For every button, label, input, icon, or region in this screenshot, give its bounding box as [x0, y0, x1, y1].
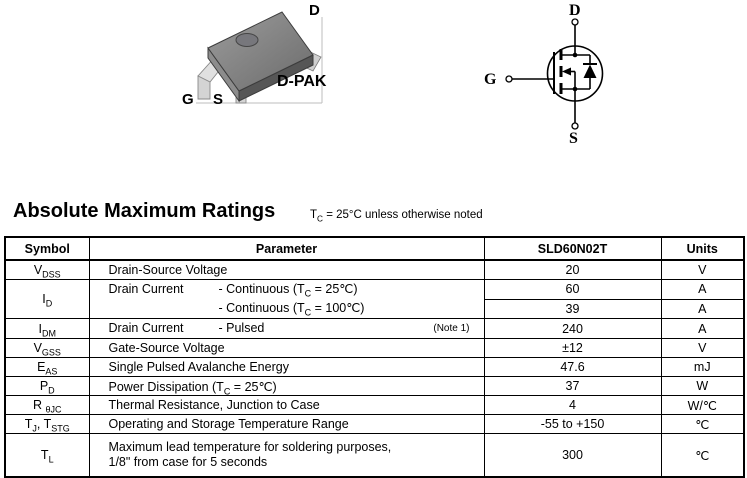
- junction-dot-source: [572, 86, 578, 92]
- mosfet-symbol: D G S: [484, 2, 604, 147]
- table-header-row: Symbol Parameter SLD60N02T Units: [4, 236, 745, 261]
- package-source-label: S: [213, 91, 223, 108]
- cell-unit: V: [660, 259, 745, 280]
- drain-terminal: [571, 18, 579, 26]
- parameter-condition: - Pulsed: [218, 321, 265, 335]
- source-terminal: [571, 122, 579, 130]
- dpak-package-drawing: D G S D-PAK: [182, 2, 327, 108]
- cell-parameter: Drain Current - Pulsed (Note 1): [88, 318, 485, 339]
- header-symbol: Symbol: [4, 236, 90, 261]
- cell-parameter: Thermal Resistance, Junction to Case: [88, 395, 485, 415]
- row-idm: IDM Drain Current - Pulsed (Note 1) 240 …: [4, 318, 745, 339]
- cell-parameter: Operating and Storage Temperature Range: [88, 414, 485, 434]
- cell-value: 37: [483, 376, 662, 396]
- parameter-label: Drain Current: [108, 282, 184, 296]
- cell-value: 4: [483, 395, 662, 415]
- row-vgss: VGSS Gate-Source Voltage ±12 V: [4, 338, 745, 358]
- cell-parameter: Gate-Source Voltage: [88, 338, 485, 358]
- parameter-condition: - Continuous (TC = 25℃): [218, 282, 358, 299]
- cell-symbol: EAS: [4, 357, 90, 377]
- package-drain-label: D: [309, 2, 320, 19]
- cell-unit: mJ: [660, 357, 745, 377]
- cell-symbol: VGSS: [4, 338, 90, 358]
- cell-value: 300: [483, 433, 662, 478]
- cell-symbol: TL: [4, 433, 90, 478]
- header-parameter: Parameter: [88, 236, 485, 261]
- package-top-face: [207, 11, 314, 92]
- cell-unit: ℃: [660, 433, 745, 478]
- cell-parameter: Maximum lead temperature for soldering p…: [88, 433, 485, 478]
- cell-value: 47.6: [483, 357, 662, 377]
- cell-symbol: VDSS: [4, 259, 90, 280]
- symbol-gate-label: G: [484, 71, 497, 88]
- symbol-source-label: S: [569, 130, 578, 147]
- row-id-continuous-100c: 39 A: [5, 298, 745, 319]
- row-rthjc: R θJC Thermal Resistance, Junction to Ca…: [4, 395, 745, 415]
- gate-terminal: [505, 75, 513, 83]
- cell-value: 39: [483, 298, 662, 319]
- cell-parameter: Single Pulsed Avalanche Energy: [88, 357, 485, 377]
- cell-unit: A: [660, 298, 745, 319]
- row-vdss: VDSS Drain-Source Voltage 20 V: [4, 259, 745, 280]
- junction-dot-drain: [572, 52, 578, 58]
- row-tj-tstg: TJ, TSTG Operating and Storage Temperatu…: [4, 414, 745, 434]
- row-id-continuous-25c: ID Drain Current - Continuous (TC = 25℃)…: [4, 279, 745, 319]
- row-eas: EAS Single Pulsed Avalanche Energy 47.6 …: [4, 357, 745, 377]
- cell-symbol: PD: [4, 376, 90, 396]
- cell-parameter: Power Dissipation (TC = 25℃): [88, 376, 485, 396]
- cell-value: -55 to +150: [483, 414, 662, 434]
- cell-unit: A: [660, 318, 745, 339]
- parameter-condition: - Continuous (TC = 100℃): [218, 301, 365, 318]
- header-part-number: SLD60N02T: [483, 236, 662, 261]
- row-tl: TL Maximum lead temperature for solderin…: [4, 433, 745, 478]
- cell-parameter: Drain-Source Voltage: [88, 259, 485, 280]
- cell-symbol: R θJC: [4, 395, 90, 415]
- cell-unit: W/℃: [660, 395, 745, 415]
- symbol-drain-label: D: [569, 2, 581, 19]
- cell-symbol: IDM: [4, 318, 90, 339]
- section-condition-note: TC = 25°C unless otherwise noted: [310, 209, 483, 224]
- cell-parameter: Drain Current - Continuous (TC = 25℃) - …: [88, 279, 485, 319]
- row-pd: PD Power Dissipation (TC = 25℃) 37 W: [4, 376, 745, 396]
- parameter-line-2: 1/8" from case for 5 seconds: [108, 455, 268, 469]
- cell-value: 20: [483, 259, 662, 280]
- channel-arrow: [562, 67, 571, 76]
- parameter-line-1: Maximum lead temperature for soldering p…: [108, 439, 392, 454]
- package-hole: [235, 33, 259, 47]
- package-name-label: D-PAK: [277, 73, 327, 90]
- cell-value: 240: [483, 318, 662, 339]
- package-gate-label: G: [182, 91, 194, 108]
- cell-symbol: TJ, TSTG: [4, 414, 90, 434]
- cell-unit: ℃: [660, 414, 745, 434]
- section-title: Absolute Maximum Ratings: [13, 200, 276, 222]
- absolute-maximum-ratings-table: Symbol Parameter SLD60N02T Units VDSS Dr…: [4, 236, 745, 478]
- cell-symbol: ID: [4, 279, 90, 319]
- note-reference: (Note 1): [433, 323, 470, 334]
- cell-unit: V: [660, 338, 745, 358]
- header-units: Units: [660, 236, 745, 261]
- parameter-label: Drain Current: [108, 321, 184, 335]
- cell-unit: A: [660, 279, 745, 300]
- cell-unit: W: [660, 376, 745, 396]
- cell-value: 60: [483, 279, 662, 300]
- cell-value: ±12: [483, 338, 662, 358]
- body-diode-triangle: [583, 64, 597, 78]
